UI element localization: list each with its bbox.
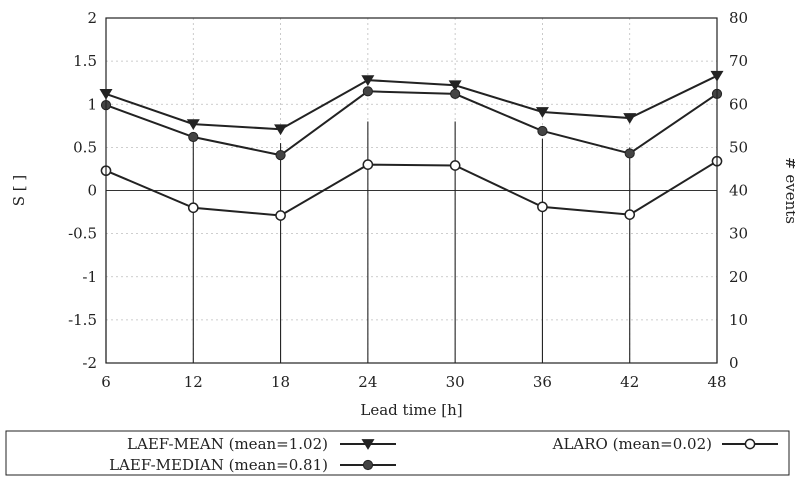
y2-tick-label: 70 bbox=[729, 52, 748, 70]
y-tick-label: -2 bbox=[82, 354, 97, 372]
series-line-laef-median bbox=[106, 91, 717, 155]
data-point-laef-median-36h bbox=[538, 126, 547, 135]
x-tick-label: 18 bbox=[271, 373, 290, 391]
y-tick-label: -0.5 bbox=[68, 225, 97, 243]
y2-tick-label: 0 bbox=[729, 354, 739, 372]
event-impulses bbox=[106, 122, 717, 364]
y2-tick-label: 40 bbox=[729, 182, 748, 200]
legend-label-laef-median: LAEF-MEDIAN (mean=0.81) bbox=[109, 456, 328, 474]
data-point-laef-median-42h bbox=[625, 149, 634, 158]
y-tick-label: 2 bbox=[87, 9, 97, 27]
y-tick-label: 1 bbox=[87, 95, 97, 113]
x-tick-label: 48 bbox=[707, 373, 726, 391]
y-tick-label: 1.5 bbox=[73, 52, 97, 70]
x-tick-label: 24 bbox=[358, 373, 377, 391]
x-tick-label: 36 bbox=[533, 373, 552, 391]
data-point-laef-median-30h bbox=[451, 89, 460, 98]
data-point-alaro-42h bbox=[625, 210, 634, 219]
x-tick-label: 30 bbox=[446, 373, 465, 391]
x-tick-label: 12 bbox=[184, 373, 203, 391]
data-point-alaro-24h bbox=[363, 160, 372, 169]
y2-tick-label: 60 bbox=[729, 95, 748, 113]
y-tick-label: -1.5 bbox=[68, 311, 97, 329]
y2-axis-title: # events bbox=[782, 157, 795, 224]
data-point-alaro-36h bbox=[538, 202, 547, 211]
legend-sample-marker-laef-median bbox=[363, 460, 372, 469]
data-point-laef-median-12h bbox=[189, 132, 198, 141]
legend-label-laef-mean: LAEF-MEAN (mean=1.02) bbox=[127, 435, 328, 453]
y-tick-label: -1 bbox=[82, 268, 97, 286]
legend-sample-marker-alaro bbox=[745, 439, 754, 448]
data-point-laef-median-24h bbox=[363, 87, 372, 96]
y2-tick-label: 30 bbox=[729, 225, 748, 243]
y-tick-label: 0.5 bbox=[73, 138, 97, 156]
y2-tick-label: 80 bbox=[729, 9, 748, 27]
x-tick-label: 6 bbox=[101, 373, 111, 391]
legend: LAEF-MEAN (mean=1.02) LAEF-MEDIAN (mean=… bbox=[6, 431, 789, 475]
legend-label-alaro: ALARO (mean=0.02) bbox=[552, 435, 712, 453]
data-point-alaro-12h bbox=[189, 203, 198, 212]
y2-tick-label: 20 bbox=[729, 268, 748, 286]
x-tick-label: 42 bbox=[620, 373, 639, 391]
x-axis-title: Lead time [h] bbox=[360, 401, 462, 419]
y2-tick-label: 50 bbox=[729, 138, 748, 156]
y-axis-title: S [ ] bbox=[10, 175, 28, 207]
data-point-alaro-30h bbox=[451, 161, 460, 170]
data-point-alaro-18h bbox=[276, 211, 285, 220]
data-point-laef-median-18h bbox=[276, 151, 285, 160]
y2-tick-label: 10 bbox=[729, 311, 748, 329]
y-tick-label: 0 bbox=[87, 182, 97, 200]
